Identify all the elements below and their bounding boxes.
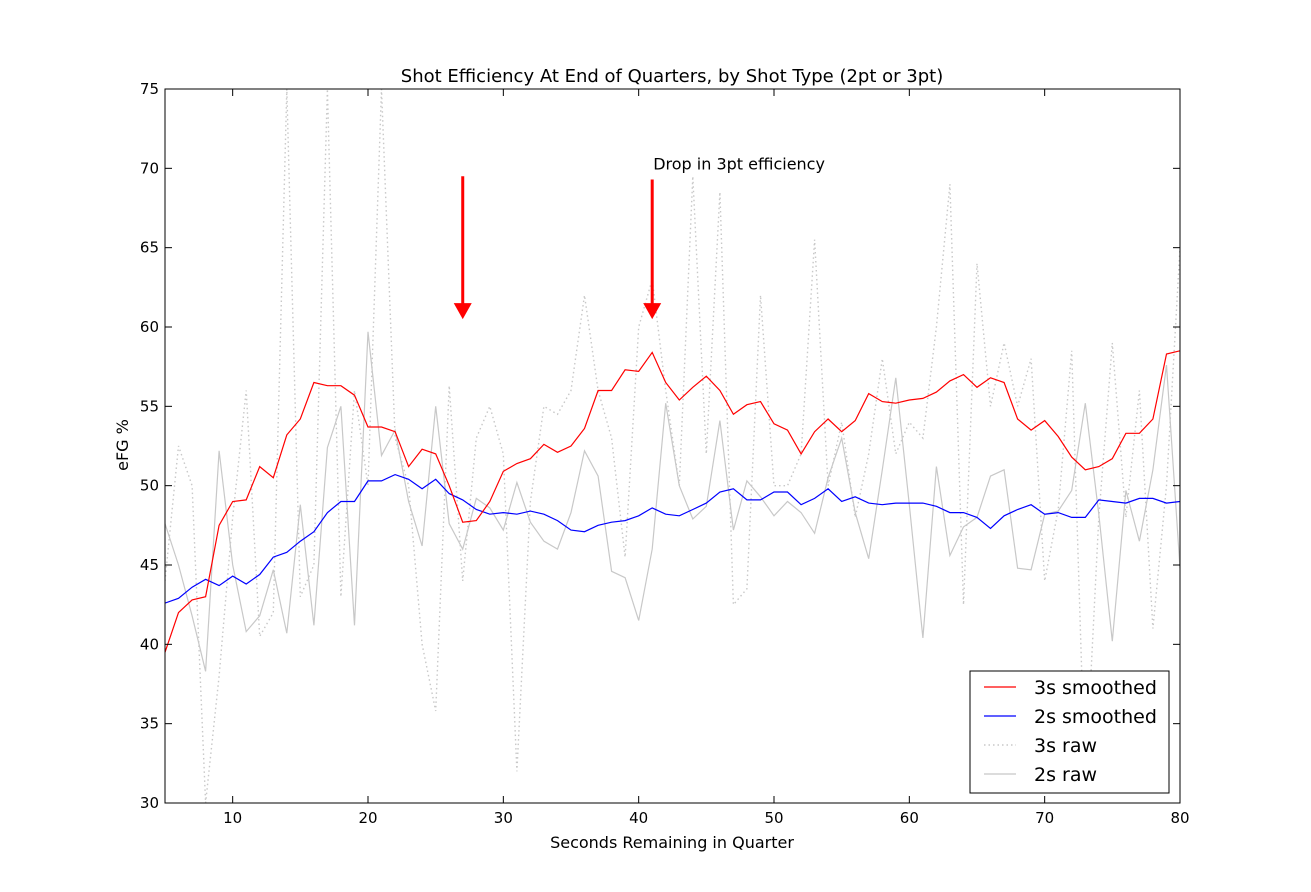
x-tick-label: 70 bbox=[1035, 809, 1054, 827]
x-tick-label: 20 bbox=[358, 809, 377, 827]
legend-label-2s-smoothed: 2s smoothed bbox=[1034, 706, 1157, 728]
series-line-2s-smoothed bbox=[165, 473, 1180, 604]
x-tick-label: 10 bbox=[223, 809, 242, 827]
x-tick-label: 60 bbox=[900, 809, 919, 827]
legend-label-3s-smoothed: 3s smoothed bbox=[1034, 677, 1157, 699]
chart-title: Shot Efficiency At End of Quarters, by S… bbox=[401, 66, 943, 87]
y-tick-label: 40 bbox=[140, 635, 159, 653]
y-tick-label: 70 bbox=[140, 159, 159, 177]
y-tick-label: 45 bbox=[140, 556, 159, 574]
y-tick-label: 65 bbox=[140, 239, 159, 257]
x-tick-label: 50 bbox=[764, 809, 783, 827]
annotation-text: Drop in 3pt efficiency bbox=[653, 154, 825, 173]
legend: 3s smoothed 2s smoothed 3s raw 2s raw bbox=[969, 670, 1170, 794]
legend-frame bbox=[969, 670, 1170, 794]
series-line-3s-smoothed bbox=[165, 350, 1180, 653]
x-axis-label: Seconds Remaining in Quarter bbox=[550, 833, 794, 852]
y-tick-label: 35 bbox=[140, 715, 159, 733]
ticks-layer: 10 20 30 40 50 60 70 80 30 35 40 45 50 55 60 65 70 75 bbox=[140, 80, 1190, 827]
series-layer bbox=[165, 89, 1180, 803]
x-tick-label: 30 bbox=[494, 809, 513, 827]
annotation-arrow-head bbox=[453, 303, 472, 320]
y-tick-label: 50 bbox=[140, 477, 159, 495]
y-tick-label: 30 bbox=[140, 794, 159, 812]
y-axis-label: eFG % bbox=[113, 419, 132, 471]
y-tick-label: 60 bbox=[140, 318, 159, 336]
x-tick-label: 80 bbox=[1170, 809, 1189, 827]
series-line-2s-raw bbox=[165, 331, 1180, 672]
annotation-layer: Drop in 3pt efficiency bbox=[453, 154, 825, 320]
y-tick-label: 55 bbox=[140, 397, 159, 415]
x-tick-label: 40 bbox=[629, 809, 648, 827]
legend-label-2s-raw: 2s raw bbox=[1034, 764, 1097, 786]
y-tick-label: 75 bbox=[140, 80, 159, 98]
series-line-3s-raw bbox=[165, 89, 1180, 803]
legend-label-3s-raw: 3s raw bbox=[1034, 735, 1097, 757]
plot-frame bbox=[164, 88, 1181, 804]
annotation-arrow-head bbox=[643, 303, 662, 320]
